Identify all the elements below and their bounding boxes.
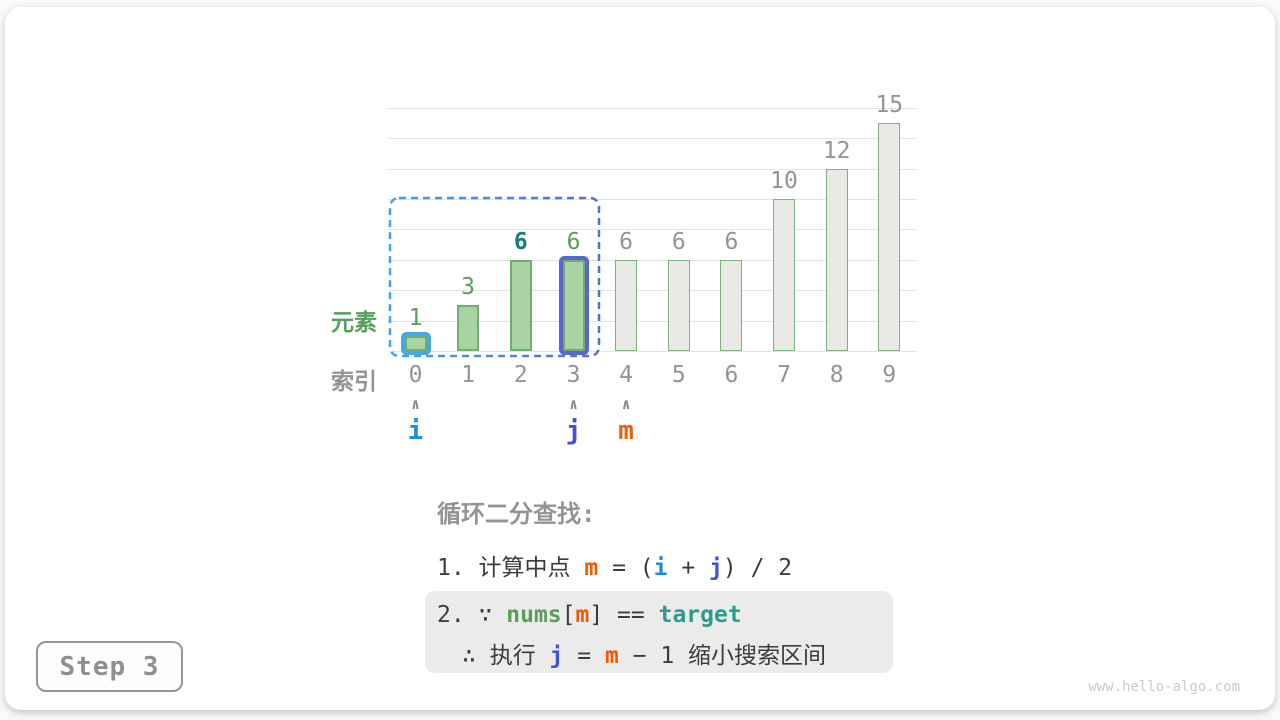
bar-value-label-6: 6 [724, 228, 739, 255]
search-range-dashed-box [388, 196, 601, 358]
gridline-0 [388, 351, 917, 352]
bar-value-label-4: 6 [619, 228, 634, 255]
step-badge: Step 3 [36, 641, 183, 692]
text-segment: j [549, 643, 564, 669]
explanation-step2-therefore: ∴ 执行 j = m − 1 缩小搜索区间 [462, 636, 826, 670]
index-label-4: 4 [619, 362, 634, 388]
bar-index-8 [825, 168, 848, 351]
text-segment: + [667, 555, 710, 581]
gridline-2 [388, 320, 917, 322]
bar-value-label-7: 10 [770, 168, 798, 194]
bar-value-label-0: 1 [408, 304, 423, 331]
element-axis-label: 元素 [331, 310, 377, 336]
bar-index-6 [720, 259, 743, 351]
text-segment: target [658, 602, 742, 628]
gridline-6 [388, 259, 917, 261]
gridline-16 [388, 107, 917, 109]
gridline-14 [388, 138, 917, 140]
index-label-9: 9 [882, 362, 897, 388]
bar-index-1 [457, 305, 480, 351]
text-segment: [ [561, 602, 576, 628]
index-label-5: 5 [671, 362, 686, 388]
text-segment: ) / 2 [722, 555, 793, 581]
pointer-caret-icon-i: ∧ [410, 395, 421, 413]
gridline-8 [388, 229, 917, 231]
bar-index-7 [773, 199, 795, 351]
index-label-0: 0 [408, 362, 423, 388]
index-axis-label: 索引 [331, 369, 377, 395]
bar-index-0 [404, 335, 427, 351]
text-segment: 2. ∵ [437, 602, 507, 628]
text-segment: m [584, 555, 599, 581]
text-segment: 1. 计算中点 [437, 555, 585, 581]
gridline-4 [388, 290, 917, 292]
bar-index-5 [667, 259, 690, 351]
index-label-2: 2 [513, 362, 528, 388]
gridline-12 [388, 168, 917, 170]
text-segment: j [709, 555, 723, 581]
index-label-8: 8 [829, 362, 844, 388]
pointer-label-m: m [618, 416, 634, 446]
text-segment: − 1 缩小搜索区间 [618, 643, 827, 669]
bar-value-label-2: 6 [513, 228, 528, 255]
explanation-title: 循环二分查找: [437, 500, 596, 528]
bar-index-3 [562, 259, 585, 351]
pointer-label-j: j [565, 416, 582, 446]
bar-index-2 [509, 259, 532, 351]
pointer-label-i: i [407, 416, 424, 446]
bar-value-label-8: 12 [822, 137, 851, 164]
pointer-caret-icon-m: ∧ [621, 395, 631, 413]
explanation-highlight-box [425, 591, 893, 673]
bar-value-label-9: 15 [875, 92, 904, 118]
text-segment: ∴ 执行 [462, 643, 550, 669]
pointer-caret-icon-j: ∧ [568, 395, 579, 413]
bar-value-label-5: 6 [671, 228, 686, 255]
text-segment: = ( [598, 555, 654, 581]
index-label-7: 7 [777, 362, 791, 388]
index-label-3: 3 [566, 362, 581, 388]
index-label-6: 6 [724, 362, 739, 388]
text-segment: ] == [589, 602, 659, 628]
text-segment: i [653, 555, 668, 581]
text-segment: m [575, 602, 590, 628]
bar-value-label-1: 3 [461, 274, 476, 301]
bar-value-label-3: 6 [566, 228, 581, 255]
text-segment: = [563, 643, 605, 669]
watermark: www.hello-algo.com [1088, 679, 1240, 695]
explanation-step2-because: 2. ∵ nums[m] == target [437, 602, 742, 628]
index-label-1: 1 [461, 362, 476, 388]
explanation-step1: 1. 计算中点 m = (i + j) / 2 [437, 548, 792, 582]
text-segment: nums [506, 602, 562, 628]
text-segment: m [604, 643, 619, 669]
bar-index-4 [615, 259, 638, 351]
gridline-10 [388, 199, 917, 200]
bar-index-9 [878, 123, 901, 351]
